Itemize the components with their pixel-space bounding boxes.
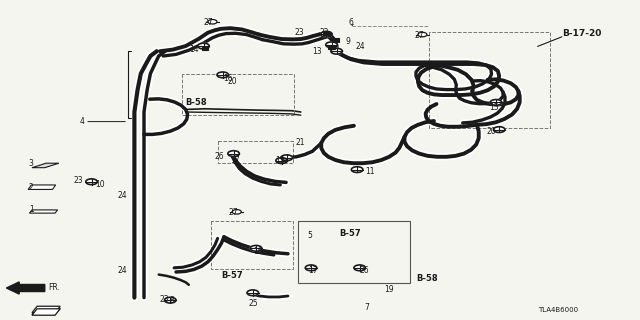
Text: 12: 12 (275, 156, 285, 164)
Text: B-57: B-57 (339, 229, 361, 238)
Text: 16: 16 (223, 74, 232, 83)
Circle shape (217, 72, 228, 78)
Text: 26: 26 (214, 152, 224, 161)
Text: 23: 23 (74, 176, 83, 185)
Text: B-58: B-58 (416, 274, 438, 283)
Text: 17: 17 (308, 266, 318, 275)
Text: 9: 9 (346, 37, 351, 46)
Text: 20: 20 (227, 77, 237, 86)
Bar (235, 211, 239, 213)
Circle shape (351, 167, 363, 172)
Text: 27: 27 (204, 18, 213, 27)
Text: 14: 14 (189, 45, 198, 54)
Text: 15: 15 (490, 103, 499, 112)
Text: 13: 13 (312, 47, 322, 56)
Polygon shape (32, 308, 60, 315)
Polygon shape (28, 185, 56, 189)
Text: 21: 21 (296, 138, 305, 147)
Text: 22: 22 (320, 28, 330, 36)
Bar (328, 46, 335, 49)
Circle shape (250, 245, 262, 251)
Circle shape (305, 265, 317, 271)
Text: 25: 25 (248, 299, 258, 308)
Text: 8: 8 (170, 296, 174, 305)
Text: 5: 5 (307, 231, 312, 240)
Text: 24: 24 (117, 266, 127, 275)
Circle shape (228, 151, 239, 156)
Text: 23: 23 (160, 295, 170, 304)
Text: B-17-20: B-17-20 (562, 29, 602, 38)
Circle shape (493, 127, 505, 132)
Polygon shape (29, 210, 58, 213)
Text: 4: 4 (80, 117, 85, 126)
Circle shape (490, 100, 502, 105)
Text: 6: 6 (349, 18, 354, 27)
Text: 17: 17 (230, 156, 240, 164)
Circle shape (331, 48, 342, 54)
Text: 24: 24 (355, 42, 365, 51)
Bar (211, 21, 214, 23)
Bar (333, 38, 339, 42)
Circle shape (326, 42, 337, 48)
Text: B-57: B-57 (221, 271, 243, 280)
Circle shape (281, 155, 292, 161)
Bar (420, 34, 424, 36)
Circle shape (232, 210, 241, 214)
FancyArrow shape (6, 282, 45, 294)
Bar (202, 47, 208, 50)
Text: 26: 26 (360, 266, 369, 275)
Text: 7: 7 (365, 303, 370, 312)
Text: FR.: FR. (48, 284, 60, 292)
Text: 11: 11 (365, 167, 374, 176)
Text: 2: 2 (29, 183, 33, 192)
Polygon shape (32, 306, 60, 313)
Circle shape (164, 297, 176, 303)
Polygon shape (32, 309, 60, 315)
Circle shape (198, 43, 209, 49)
Text: 1: 1 (29, 205, 33, 214)
Text: 3: 3 (29, 159, 34, 168)
Circle shape (208, 20, 217, 24)
Text: 24: 24 (117, 191, 127, 200)
Text: 27: 27 (415, 31, 424, 40)
Text: TLA4B6000: TLA4B6000 (538, 308, 578, 313)
Circle shape (247, 290, 259, 296)
Circle shape (321, 31, 332, 37)
Text: 27: 27 (228, 208, 238, 217)
Text: 10: 10 (95, 180, 104, 188)
Text: B-58: B-58 (186, 98, 207, 107)
Text: 19: 19 (384, 285, 394, 294)
Text: 20: 20 (486, 127, 496, 136)
Text: 23: 23 (294, 28, 304, 36)
Polygon shape (32, 163, 59, 168)
Text: 16: 16 (253, 247, 262, 256)
Circle shape (354, 265, 365, 271)
Circle shape (86, 179, 97, 185)
Circle shape (276, 158, 287, 164)
Circle shape (418, 32, 427, 37)
Bar (323, 32, 330, 35)
